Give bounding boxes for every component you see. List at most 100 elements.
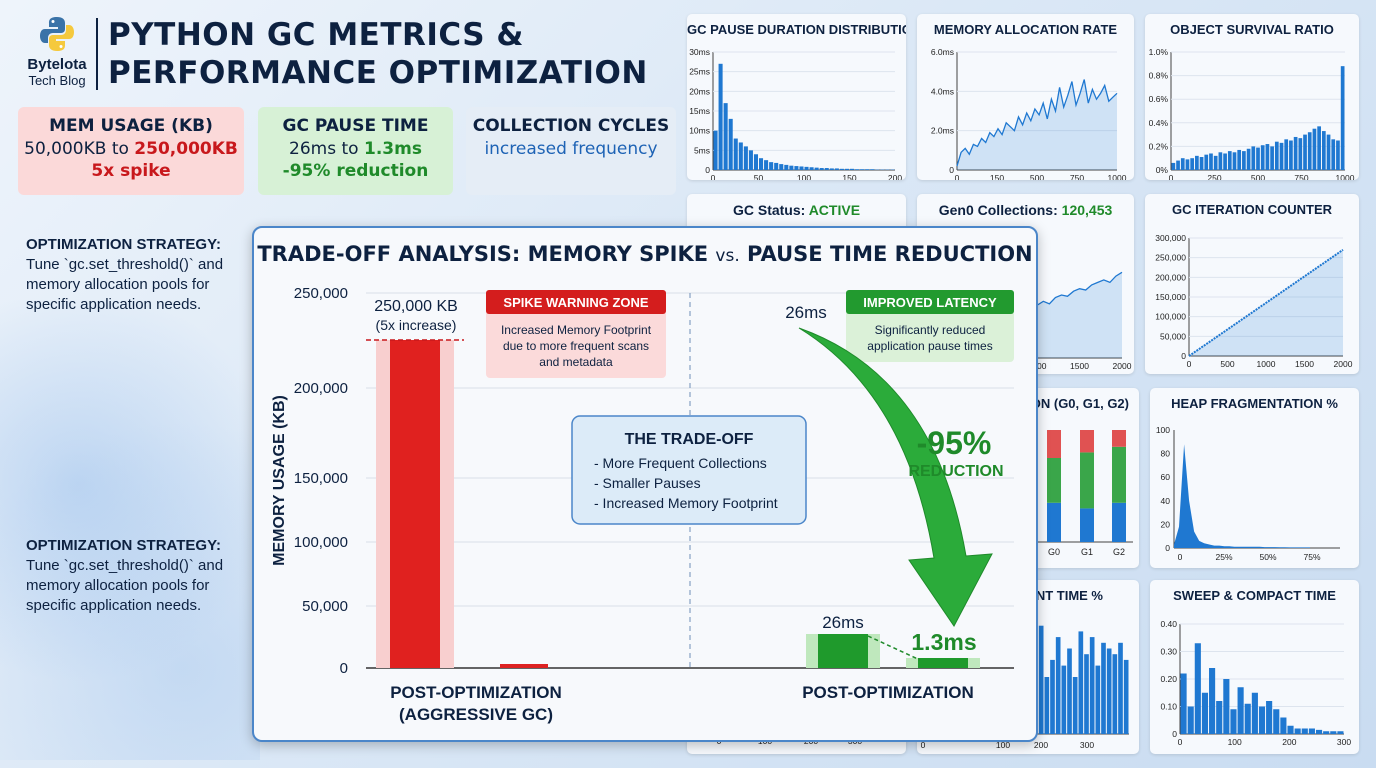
card-title: GC PAUSE DURATION DISTRIBUTION bbox=[687, 22, 906, 37]
bar bbox=[1251, 146, 1256, 170]
card-iteration-counter: 300,000 250,000 200,000 150,000 100,000 50,00… bbox=[1145, 194, 1359, 374]
kpi-mem-to: 250,000KB bbox=[134, 139, 238, 159]
card-title: MEMORY ALLOCATION RATE bbox=[933, 22, 1118, 37]
kpi-gc-pause: GC PAUSE TIME 26ms to 1.3ms -95% reducti… bbox=[258, 107, 453, 195]
bar bbox=[784, 164, 789, 170]
bar bbox=[1055, 637, 1061, 734]
bar bbox=[1294, 728, 1301, 734]
x-tick-label: 100 bbox=[797, 173, 811, 180]
bar bbox=[1237, 687, 1244, 734]
y-tick-label: 0.2% bbox=[1149, 141, 1169, 151]
bar bbox=[1244, 703, 1251, 734]
bar bbox=[743, 146, 748, 170]
kpi-cycles-heading: COLLECTION CYCLES bbox=[472, 116, 670, 136]
x-tick-label: 200 bbox=[888, 173, 902, 180]
strategy-heading: OPTIMIZATION STRATEGY: bbox=[26, 537, 221, 554]
y-tick-label: 100,000 bbox=[294, 534, 348, 551]
bar bbox=[1284, 139, 1289, 170]
bar bbox=[1123, 659, 1129, 734]
x-tick-label: 0 bbox=[1187, 359, 1192, 369]
x-tick-label: 50% bbox=[1259, 552, 1276, 562]
reduction-percent: -95% bbox=[917, 425, 992, 461]
bar bbox=[723, 103, 728, 170]
spike-warning-title: SPIKE WARNING ZONE bbox=[503, 295, 649, 310]
x-tick-label: 2000 bbox=[1113, 361, 1132, 371]
bar bbox=[1323, 731, 1330, 734]
bar bbox=[1246, 148, 1251, 170]
x-tick-label: 200 bbox=[1034, 740, 1048, 750]
bar bbox=[733, 138, 738, 170]
bar-label-26ms: 26ms bbox=[822, 613, 864, 632]
bar bbox=[1265, 144, 1270, 170]
x-tick-label: 50 bbox=[754, 173, 764, 180]
bar bbox=[814, 167, 819, 170]
bar bbox=[1213, 155, 1218, 170]
improved-latency-text: Significantly reduced bbox=[875, 323, 986, 337]
y-tick-label: 250,000 bbox=[1155, 253, 1186, 263]
bar bbox=[1180, 158, 1185, 170]
bar bbox=[1112, 654, 1118, 734]
y-tick-label: 25ms bbox=[689, 67, 710, 77]
y-tick-label: 250,000 bbox=[294, 285, 348, 302]
bar bbox=[789, 165, 794, 170]
gen0-label: Gen0 Collections: bbox=[938, 202, 1062, 218]
bar bbox=[1216, 701, 1223, 734]
bar bbox=[794, 166, 799, 170]
bar bbox=[1326, 134, 1331, 170]
x-tick-label: 1000 bbox=[1336, 173, 1355, 180]
stacked-bar-segment bbox=[1112, 446, 1126, 503]
bar bbox=[1106, 648, 1112, 734]
x-tick-label: 300 bbox=[1337, 737, 1351, 747]
bar bbox=[1187, 706, 1194, 734]
tradeoff-title: TRADE-OFF ANALYSIS: MEMORY SPIKE vs. PAU… bbox=[254, 242, 1036, 266]
y-tick-label: 0.30 bbox=[1160, 647, 1177, 657]
x-label-left: POST-OPTIMIZATION bbox=[390, 683, 562, 702]
bar bbox=[1084, 654, 1089, 734]
bar bbox=[844, 168, 849, 170]
bar bbox=[804, 166, 809, 170]
bar bbox=[1190, 158, 1195, 170]
y-tick-label: 15ms bbox=[689, 106, 710, 116]
bar bbox=[1061, 665, 1067, 734]
y-tick-label: 150,000 bbox=[1155, 292, 1186, 302]
x-tick-label: 1500 bbox=[1295, 359, 1314, 369]
gen0-status: Gen0 Collections: 120,453 bbox=[917, 202, 1134, 218]
spike-warning-text: Increased Memory Footprint bbox=[501, 323, 652, 337]
bar bbox=[855, 169, 860, 170]
y-tick-label: 0.20 bbox=[1160, 674, 1177, 684]
card-sweep-compact: 0.40 0.30 0.20 0.10 0 0 100 200 300 SWEEP & COMP… bbox=[1150, 580, 1359, 754]
bar bbox=[1195, 155, 1199, 170]
generations-chart: G0 G1 G2 bbox=[1027, 430, 1133, 557]
bar bbox=[1176, 160, 1180, 170]
brand-subtitle: Tech Blog bbox=[28, 73, 86, 88]
strategy-block-1: OPTIMIZATION STRATEGY: Tune `gc.set_thre… bbox=[26, 235, 256, 315]
y-tick-label: 50,000 bbox=[1160, 331, 1186, 341]
bar bbox=[1185, 159, 1190, 170]
bar bbox=[1330, 731, 1337, 734]
page-title-line2: PERFORMANCE OPTIMIZATION bbox=[108, 55, 648, 91]
kpi-mem-note: 5x spike bbox=[91, 161, 171, 181]
bar bbox=[1242, 151, 1246, 170]
tradeoff-title-b: PAUSE TIME REDUCTION bbox=[739, 242, 1033, 266]
y-tick-label: 0.4% bbox=[1149, 118, 1169, 128]
card-title: HEAP FRAGMENTATION % bbox=[1171, 396, 1338, 411]
bar-pause-1-3ms bbox=[918, 658, 968, 668]
x-tick-label: 0 bbox=[711, 173, 716, 180]
card-pause-distribution: 30ms 25ms 20ms 15ms 10ms 5ms 0 0 50 100 150 200 GC … bbox=[687, 14, 906, 180]
sweep-compact-chart: 0.40 0.30 0.20 0.10 00 100 200 300 bbox=[1160, 619, 1351, 747]
y-tick-label: 10ms bbox=[689, 126, 710, 136]
bar bbox=[1331, 139, 1336, 170]
y-tick-label: 200,000 bbox=[1155, 272, 1186, 282]
bar bbox=[1321, 131, 1326, 170]
card-title: ON (G0, G1, G2) bbox=[1030, 396, 1129, 411]
bar bbox=[829, 168, 834, 170]
bar bbox=[824, 168, 829, 170]
pause-distribution-chart: 30ms 25ms 20ms 15ms 10ms 5ms 00 50 100 150 200 bbox=[689, 47, 902, 180]
y-tick-label: 20ms bbox=[689, 86, 710, 96]
bar-label-increase: (5x increase) bbox=[376, 317, 457, 333]
bar bbox=[1204, 154, 1209, 170]
y-tick-label: 20 bbox=[1161, 519, 1171, 529]
y-tick-label: 0 bbox=[705, 165, 710, 175]
kpi-pause-note: -95% reduction bbox=[282, 161, 429, 181]
bar bbox=[1289, 140, 1293, 170]
